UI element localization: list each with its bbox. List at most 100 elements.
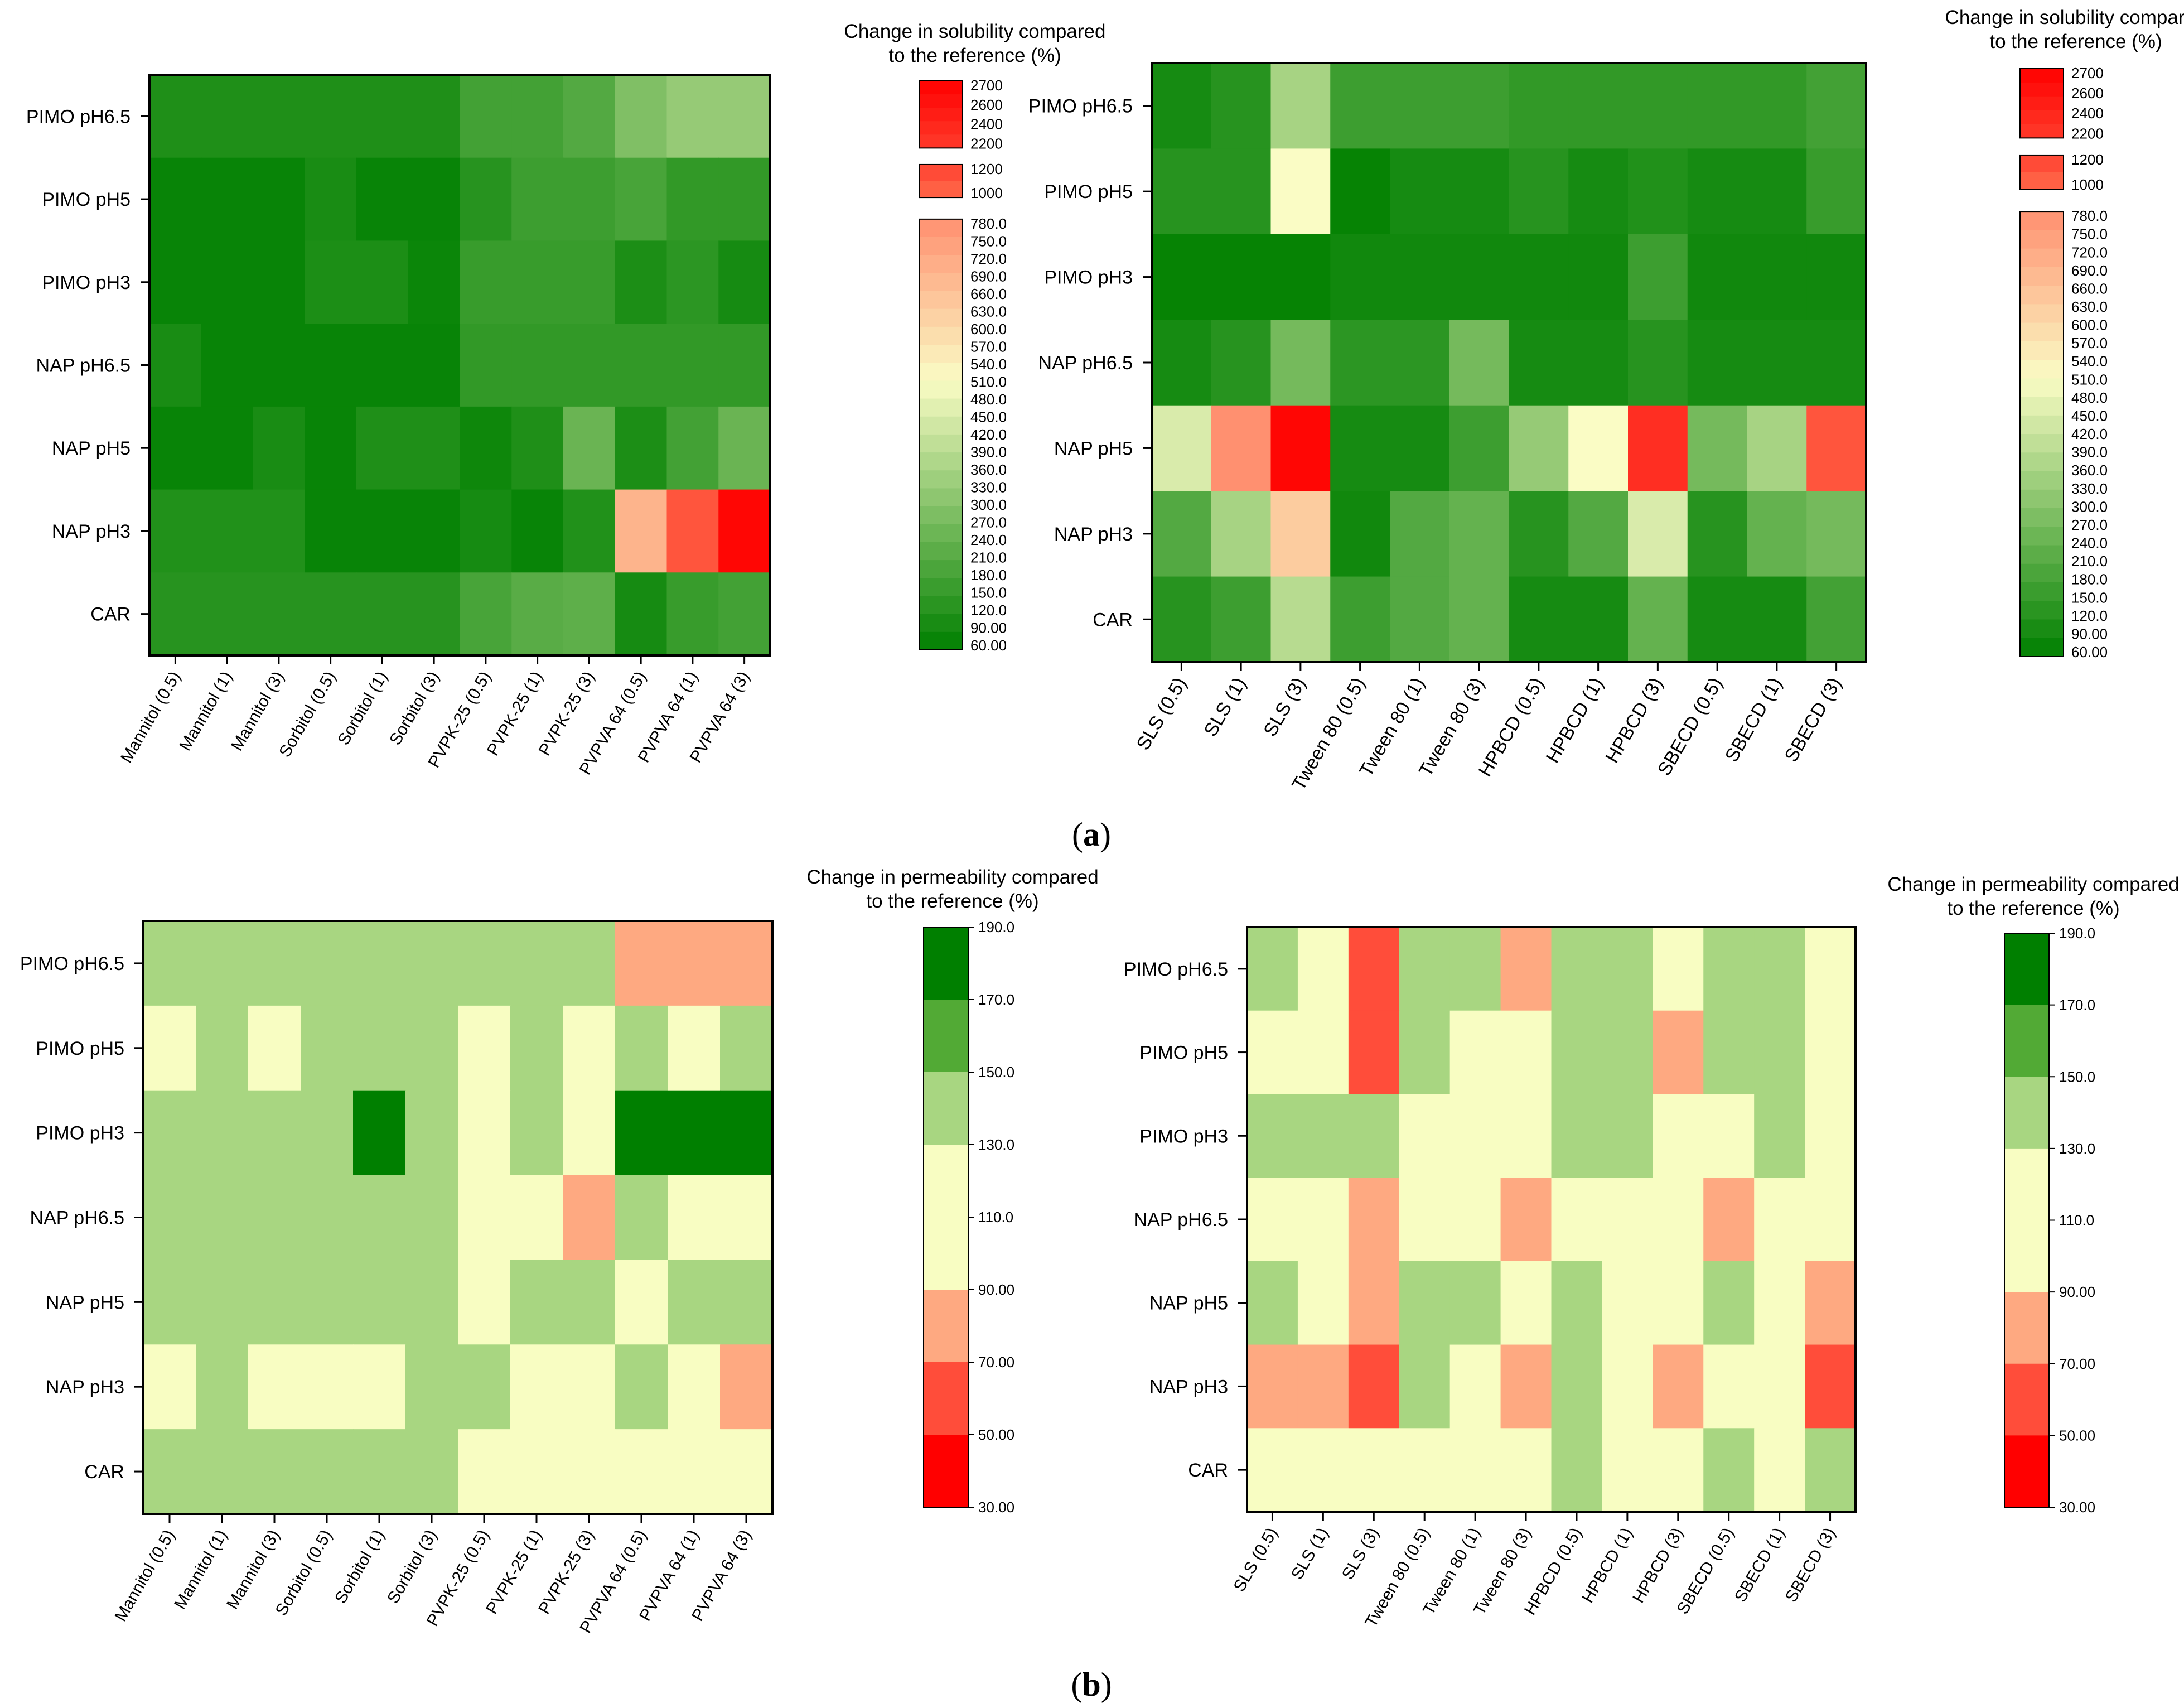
- heatmap-cell: [1270, 234, 1331, 320]
- colorbar-tick-label: 570.0: [2071, 335, 2108, 351]
- colorbar-tick-label: 750.0: [970, 233, 1007, 249]
- heatmap-cell: [615, 572, 668, 656]
- y-tick-label: PIMO pH5: [36, 1038, 124, 1059]
- colorbar-swatch: [2020, 110, 2064, 125]
- heatmap-cell: [196, 1344, 249, 1430]
- colorbar-tick-label: 540.0: [2071, 353, 2108, 370]
- heatmap-cell: [615, 1090, 668, 1176]
- x-tick-label: HPBCD (3): [1629, 1524, 1687, 1606]
- heatmap-cell: [1297, 1178, 1349, 1262]
- colorbar-frame: [2019, 68, 2064, 139]
- heatmap-cell: [1297, 927, 1349, 1011]
- colorbar-tick-label: 360.0: [970, 461, 1007, 478]
- heatmap-cell: [353, 1090, 406, 1176]
- heatmap-cell: [1628, 234, 1688, 320]
- heatmap-cell: [1653, 1094, 1704, 1178]
- heatmap-cell: [1297, 1094, 1349, 1178]
- heatmap-cell: [1602, 927, 1653, 1011]
- heatmap-cell: [1297, 1261, 1349, 1345]
- heatmap-cell: [458, 1090, 511, 1176]
- heatmap-cell: [301, 1090, 354, 1176]
- colorbar-tick-label: 600.0: [970, 321, 1007, 337]
- x-tick-label: HPBCD (0.5): [1475, 674, 1548, 780]
- heatmap-cell: [1152, 576, 1212, 663]
- heatmap-cell: [720, 1344, 773, 1430]
- colorbar-tick-label: 210.0: [970, 549, 1007, 566]
- heatmap-cell: [301, 1005, 354, 1091]
- heatmap-cell: [460, 157, 512, 242]
- heatmap-cell: [666, 406, 719, 490]
- colorbar-tick-label: 420.0: [970, 426, 1007, 443]
- heatmap-cell: [718, 406, 771, 490]
- heatmap-cell: [1449, 148, 1510, 235]
- colorbar-tick-label: 1000: [970, 185, 1003, 201]
- colorbar-swatch: [2020, 230, 2064, 249]
- x-tick-label: SLS (1): [1288, 1524, 1332, 1583]
- heatmap-sol1: PIMO pH6.5 PIMO pH5 PIMO pH3 NAP pH6.5 NAP p…: [26, 74, 771, 778]
- heatmap-cell: [1270, 576, 1331, 663]
- heatmap-cell: [720, 1005, 773, 1091]
- y-tick-label: PIMO pH3: [42, 272, 131, 293]
- heatmap-cell: [405, 921, 458, 1006]
- colorbar-tick-label: 510.0: [2071, 371, 2108, 388]
- colorbar-swatch: [2020, 563, 2064, 583]
- colorbar-swatch: [2004, 933, 2049, 1006]
- colorbar-swatch: [919, 488, 963, 507]
- heatmap-cell: [1500, 1178, 1552, 1262]
- heatmap-cell: [143, 1429, 196, 1514]
- heatmap-cell: [666, 75, 719, 158]
- colorbar-swatch: [2020, 172, 2064, 190]
- colorbar-swatch: [919, 108, 963, 122]
- colorbar-swatch: [2020, 360, 2064, 379]
- colorbar-tick-label: 30.00: [2059, 1499, 2095, 1516]
- heatmap-cell: [615, 1260, 668, 1345]
- colorbar-swatch: [924, 1000, 968, 1073]
- heatmap-cell: [1568, 491, 1629, 577]
- heatmap-cell: [563, 157, 616, 242]
- heatmap-cell: [1551, 1094, 1603, 1178]
- colorbar-swatch: [919, 380, 963, 399]
- colorbar-tick-label: 50.00: [978, 1426, 1014, 1443]
- heatmap-cell: [1330, 576, 1390, 663]
- heatmap-cell: [1628, 405, 1688, 491]
- x-tick-label: Mannitol (1): [176, 668, 236, 754]
- heatmap-cell: [408, 572, 461, 656]
- heatmap-cell: [1211, 491, 1272, 577]
- colorbar-tick-label: 2600: [970, 97, 1003, 113]
- colorbar-tick-label: 660.0: [970, 286, 1007, 302]
- colorbar-tick-label: 630.0: [2071, 298, 2108, 315]
- y-tick-label: PIMO pH6.5: [1124, 959, 1228, 980]
- colorbar-tick-label: 90.00: [2059, 1284, 2095, 1300]
- heatmap-cell: [196, 1005, 249, 1091]
- heatmap-cell: [1628, 63, 1688, 149]
- x-tick-label: HPBCD (1): [1542, 674, 1608, 766]
- x-tick-label: PVPK-25 (1): [484, 668, 547, 759]
- colorbar-tick-label: 630.0: [970, 303, 1007, 320]
- colorbar-sol2: Change in solubility compared to the refe…: [1945, 7, 2184, 660]
- heatmap-cell: [1747, 234, 1807, 320]
- heatmap-cell: [510, 1260, 563, 1345]
- heatmap-cell: [1687, 320, 1748, 406]
- heatmap-cell: [458, 1005, 511, 1091]
- heatmap-cell: [1500, 1261, 1552, 1345]
- heatmap-cell: [1270, 63, 1331, 149]
- colorbar-swatch: [2004, 1292, 2049, 1364]
- heatmap-cell: [1806, 491, 1867, 577]
- heatmap-cell: [563, 1344, 616, 1430]
- heatmap-cell: [305, 157, 357, 242]
- heatmap-cell: [668, 1344, 721, 1430]
- colorbar-tick-label: 750.0: [2071, 226, 2108, 243]
- heatmap-cell: [1330, 234, 1390, 320]
- heatmap-cell: [563, 489, 616, 573]
- colorbar-swatch: [2020, 267, 2064, 286]
- heatmap-cell: [510, 1175, 563, 1261]
- heatmap-cell: [1628, 491, 1688, 577]
- heatmap-cell: [1628, 320, 1688, 406]
- x-tick-label: SLS (1): [1200, 674, 1251, 740]
- heatmap-cell: [1247, 927, 1298, 1011]
- heatmap-cell: [1805, 1261, 1856, 1345]
- x-tick-label: PVPK-25 (3): [535, 668, 598, 759]
- colorbar-tick-label: 240.0: [970, 532, 1007, 548]
- heatmap-cell: [511, 324, 564, 407]
- colorbar-tick-label: 480.0: [970, 391, 1007, 408]
